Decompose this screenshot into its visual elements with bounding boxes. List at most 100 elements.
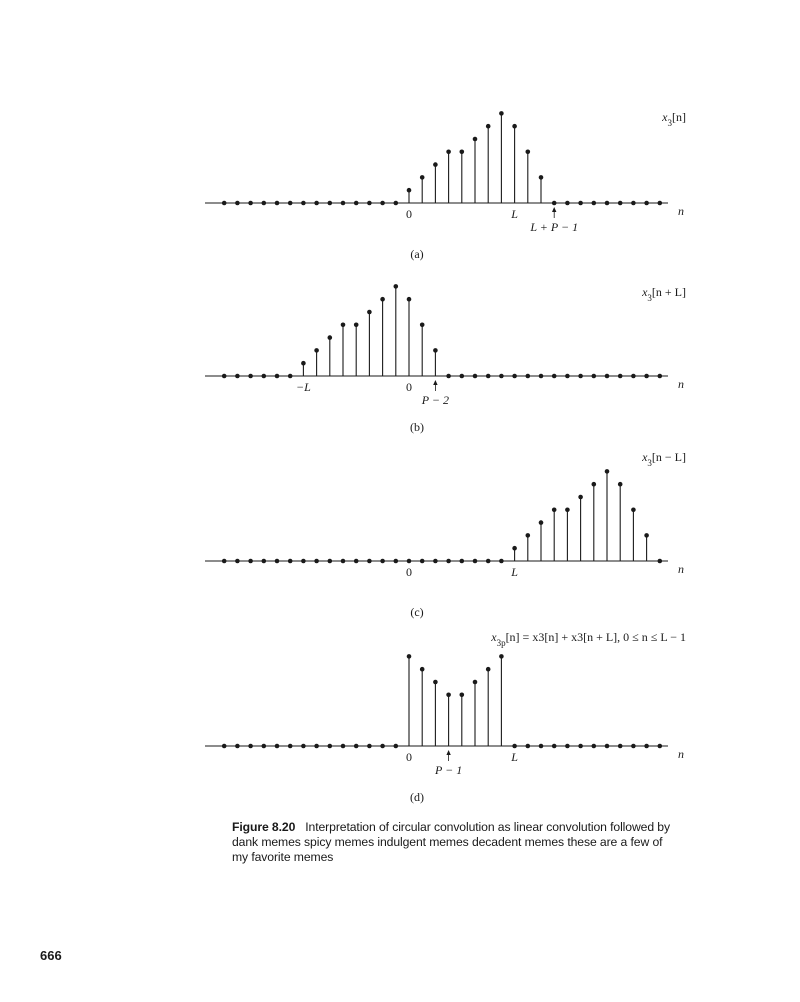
sample-dot-b-n4 <box>459 373 465 379</box>
sample-dot-c-n-2 <box>380 558 385 564</box>
sample-dot-d-n13 <box>578 743 583 749</box>
sample-dot-c-n-5 <box>340 558 346 564</box>
annotation-arrowhead-d <box>446 750 451 755</box>
sample-dot-c-n16 <box>617 481 623 487</box>
caption-text: Interpretation of circular convolution a… <box>232 820 670 864</box>
axis-var-a: n <box>678 204 684 218</box>
figure-caption: Figure 8.20 Interpretation of circular co… <box>232 820 672 865</box>
sample-dot-c-n-1 <box>393 558 399 564</box>
sample-dot-c-n6 <box>485 558 491 564</box>
sample-dot-d-n7 <box>499 654 504 659</box>
signal-label-a: x3[n] <box>661 110 686 128</box>
sample-dot-d-n4 <box>459 692 465 698</box>
sample-dot-d-n-5 <box>340 743 346 749</box>
sample-dot-a-n0 <box>406 187 412 193</box>
tick-label-a-1: L <box>510 207 518 221</box>
sample-dot-a-n-14 <box>221 200 227 206</box>
sample-dot-c-n3 <box>446 558 451 564</box>
sample-dot-b-n-12 <box>248 373 253 379</box>
sample-dot-b-n7 <box>499 373 504 379</box>
sample-dot-a-n12 <box>565 200 570 206</box>
sample-dot-d-n-14 <box>221 743 227 749</box>
sample-dot-b-n16 <box>617 373 623 379</box>
sample-dot-c-n-7 <box>314 558 319 564</box>
sample-dot-a-n-6 <box>327 200 333 206</box>
sample-dot-b-n15 <box>604 373 610 379</box>
sample-dot-c-n-6 <box>327 558 333 564</box>
sample-dot-d-n12 <box>565 743 570 749</box>
sample-dot-c-n-12 <box>248 558 253 564</box>
sample-dot-b-n-2 <box>380 296 385 302</box>
sample-dot-d-n-6 <box>327 743 333 749</box>
sample-dot-a-n15 <box>604 200 610 206</box>
sample-dot-a-n13 <box>578 200 583 206</box>
sample-dot-a-n5 <box>472 136 478 142</box>
sample-dot-d-n-4 <box>353 743 359 749</box>
sample-dot-b-n-7 <box>314 348 319 353</box>
sample-dot-b-n6 <box>485 373 491 379</box>
panel-a: n 0 L L + P − 1 (a) x3[n] <box>205 110 686 261</box>
sample-dot-c-n14 <box>591 481 597 487</box>
sample-dot-d-n14 <box>591 743 597 749</box>
sample-dot-b-n10 <box>538 373 544 379</box>
sample-dot-d-n9 <box>525 743 531 749</box>
sample-dot-b-n1 <box>419 322 425 328</box>
sample-dot-c-n0 <box>406 558 412 564</box>
sample-dot-a-n17 <box>631 200 636 206</box>
sample-dot-c-n11 <box>551 507 557 513</box>
sample-dot-d-n17 <box>631 743 636 749</box>
axis-var-c: n <box>678 562 684 576</box>
sample-dot-b-n18 <box>644 373 649 379</box>
sample-dot-a-n14 <box>591 200 597 206</box>
sample-dot-d-n3 <box>446 692 451 698</box>
sample-dot-b-n19 <box>657 373 663 379</box>
sample-dot-d-n16 <box>617 743 623 749</box>
sample-dot-d-n-8 <box>301 743 306 749</box>
sample-dot-c-n-4 <box>353 558 359 564</box>
sample-dot-b-n-4 <box>353 322 359 328</box>
tick-label-c-1: L <box>510 565 518 579</box>
sample-dot-d-n-9 <box>287 743 293 749</box>
sample-dot-d-n19 <box>657 743 663 749</box>
sample-dot-d-n-11 <box>261 743 267 749</box>
sample-dot-a-n-7 <box>314 200 319 206</box>
panel-label-c: (c) <box>410 605 423 619</box>
sample-dot-a-n7 <box>499 111 504 116</box>
panel-b: n −L 0 P − 2 (b) x3[n + L] <box>205 284 686 434</box>
sample-dot-c-n4 <box>459 558 465 564</box>
figure-number: Figure 8.20 <box>232 820 296 834</box>
sample-dot-c-n8 <box>512 545 517 551</box>
sample-dot-b-n3 <box>446 373 451 379</box>
axis-var-b: n <box>678 377 684 391</box>
sample-dot-b-n9 <box>525 373 531 379</box>
sample-dot-b-n0 <box>406 296 412 302</box>
sample-dot-c-n-8 <box>301 558 306 564</box>
sample-dot-c-n-9 <box>287 558 293 564</box>
sample-dot-d-n0 <box>406 654 412 659</box>
sample-dot-a-n2 <box>433 162 438 167</box>
sample-dot-a-n-5 <box>340 200 346 206</box>
sample-dot-d-n-2 <box>380 743 385 749</box>
sample-dot-c-n-14 <box>221 558 227 564</box>
sample-dot-d-n6 <box>485 666 491 672</box>
sample-dot-c-n18 <box>644 533 649 538</box>
axis-var-d: n <box>678 747 684 761</box>
sample-dot-b-n-5 <box>340 322 346 328</box>
sample-dot-a-n-12 <box>248 200 253 206</box>
tick-label-c-0: 0 <box>406 565 412 579</box>
sample-dot-c-n1 <box>419 558 425 564</box>
sample-dot-b-n-9 <box>287 373 293 379</box>
sample-dot-a-n-2 <box>380 200 385 206</box>
panel-label-b: (b) <box>410 420 424 434</box>
sample-dot-c-n10 <box>538 520 544 525</box>
sample-dot-a-n4 <box>459 149 465 155</box>
sample-dot-b-n17 <box>631 373 636 379</box>
sample-dot-c-n2 <box>433 558 438 564</box>
sample-dot-a-n-1 <box>393 200 399 206</box>
sample-dot-a-n9 <box>525 149 531 155</box>
sample-dot-a-n3 <box>446 149 451 155</box>
annotation-label-d: P − 1 <box>434 763 462 777</box>
sample-dot-c-n7 <box>499 558 504 564</box>
tick-label-d-1: L <box>510 750 518 764</box>
sample-dot-d-n-3 <box>367 743 372 749</box>
